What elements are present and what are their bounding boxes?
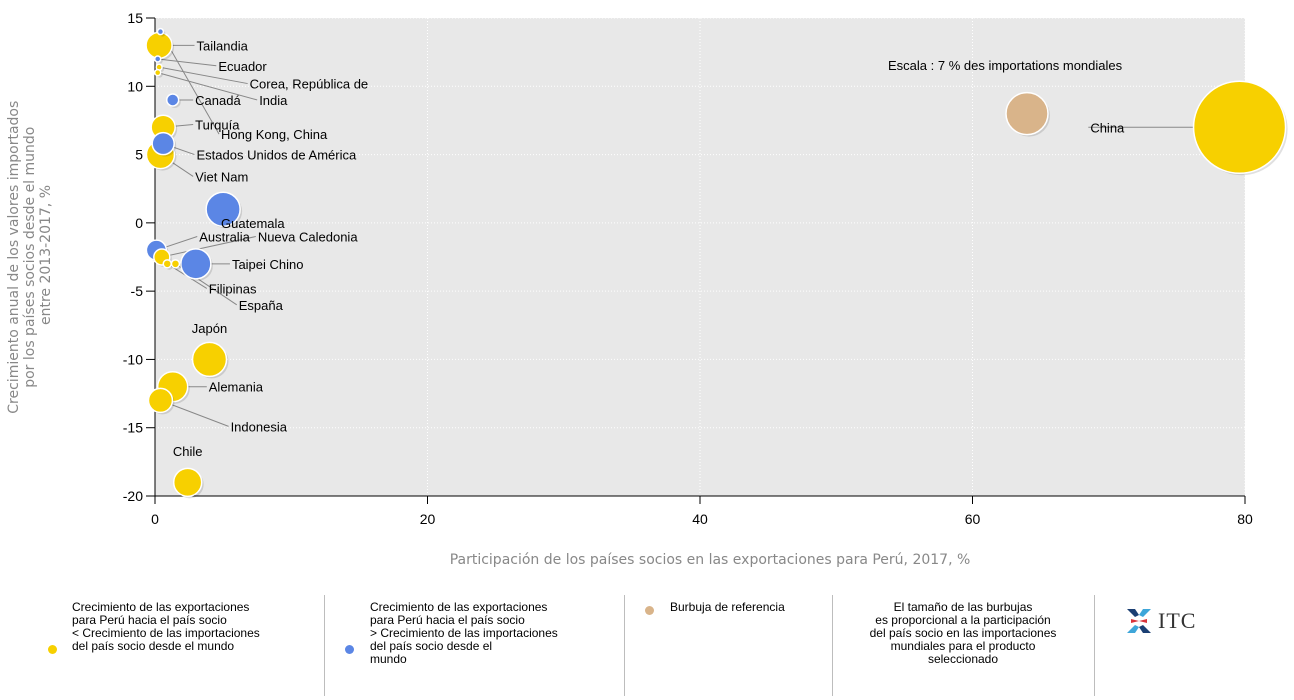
legend-text-reference: Burbuja de referencia — [670, 600, 785, 614]
y-tick-label: -20 — [123, 488, 143, 504]
itc-logo-icon — [1127, 609, 1151, 633]
bubble — [153, 68, 162, 77]
bubble-label: Ecuador — [218, 59, 267, 74]
bubble-label: Hong Kong, China — [221, 127, 328, 142]
bubble-label: Australia — [199, 230, 250, 245]
bubble-labels: China Tailandia Ecuador Corea, República de… — [173, 38, 1125, 459]
bubble — [153, 55, 162, 63]
bubble — [145, 31, 173, 60]
x-tick-label: 20 — [420, 511, 436, 527]
legend-separator — [324, 595, 325, 696]
bubble-label: Guatemala — [221, 216, 285, 231]
bubble — [156, 27, 165, 36]
bubble-label: Indonesia — [231, 419, 288, 434]
legend-separator — [1094, 595, 1095, 696]
bubble-label: Nueva Caledonia — [258, 230, 359, 245]
bubble — [162, 259, 173, 269]
blue-dot-icon — [345, 645, 354, 654]
bubble-label: Canadá — [195, 93, 241, 108]
bubble — [180, 248, 212, 280]
scale-note: Escala : 7 % des importations mondiales — [888, 58, 1123, 73]
bubble-label: Tailandia — [197, 38, 249, 53]
legend-separator — [624, 595, 625, 696]
bubble-label: Alemania — [209, 380, 264, 395]
y-tick-label: -10 — [123, 351, 143, 367]
bubble-chart: 15 10 5 0 -5 -10 -15 -20 0 20 40 60 80 China Tailandi… — [6, 10, 1288, 568]
y-tick-label: 15 — [127, 10, 143, 26]
y-tick-label: 10 — [127, 78, 143, 94]
leader-line — [157, 58, 217, 67]
y-tick-label: 5 — [135, 147, 143, 163]
x-axis-title: Participación de los países socios en la… — [450, 552, 971, 568]
bubble — [170, 259, 181, 269]
legend-text-blue: Crecimiento de las exportaciones para Pe… — [370, 600, 558, 666]
bubble-label: China — [1090, 120, 1125, 135]
y-tick-label: -5 — [131, 283, 144, 299]
y-axis-title: Crecimiento anual de los valores importa… — [6, 96, 54, 413]
legend-separator — [832, 595, 833, 696]
y-axis-title-line-1: Crecimiento anual de los valores importa… — [6, 101, 22, 414]
y-axis-title-line-2: por los países socios desde el mundo — [22, 127, 38, 388]
bubble-label: Taipei Chino — [232, 257, 304, 272]
legend-text-size-note: El tamaño de las burbujas es proporciona… — [869, 600, 1057, 666]
leader-line — [161, 236, 256, 258]
leader-line — [157, 72, 258, 101]
itc-logo: ITC — [1124, 606, 1224, 636]
x-tick-label: 80 — [1237, 511, 1253, 527]
bubble-label: Corea, República de — [250, 77, 369, 92]
y-axis-title-line-3: entre 2013-2017, % — [38, 185, 54, 325]
bubble — [191, 341, 228, 378]
legend: Crecimiento de las exportaciones para Pe… — [0, 595, 1294, 700]
bubble — [1005, 91, 1049, 136]
bubble — [205, 191, 241, 227]
bubble — [151, 131, 175, 156]
bubble-label: España — [239, 298, 284, 313]
bubble — [1192, 80, 1287, 175]
bubble-label: Viet Nam — [195, 169, 248, 184]
bubble-label: Estados Unidos de América — [197, 148, 357, 163]
legend-text-yellow: Crecimiento de las exportaciones para Pe… — [72, 600, 260, 653]
itc-logo-text: ITC — [1158, 608, 1197, 633]
bubble-label: Japón — [192, 321, 227, 336]
bubble-label: Chile — [173, 444, 203, 459]
leader-line — [158, 66, 248, 85]
reference-dot-icon — [645, 606, 654, 615]
x-tick-label: 40 — [692, 511, 708, 527]
bubble-label: Turquía — [195, 118, 240, 133]
bubble — [172, 467, 203, 498]
y-tick-label: 0 — [135, 215, 143, 231]
x-tick-label: 0 — [151, 511, 159, 527]
y-tick-label: -15 — [123, 420, 143, 436]
bubble-label: Filipinas — [209, 281, 257, 296]
bubble — [147, 387, 174, 414]
bubble-label: India — [259, 93, 288, 108]
bubbles — [145, 27, 1288, 499]
axes: 15 10 5 0 -5 -10 -15 -20 0 20 40 60 80 — [123, 10, 1253, 527]
yellow-dot-icon — [48, 645, 57, 654]
plot-area — [155, 18, 1245, 496]
bubble — [165, 93, 180, 107]
x-tick-label: 60 — [965, 511, 981, 527]
